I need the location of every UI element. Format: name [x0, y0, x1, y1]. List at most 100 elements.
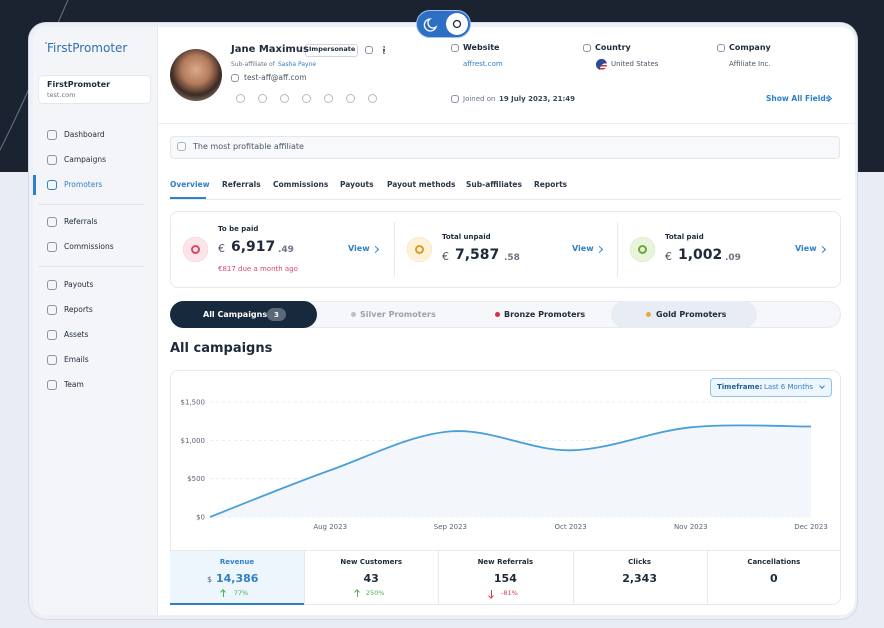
nav-icon: [47, 180, 57, 190]
brand-logo: FirstPromoter: [47, 40, 128, 55]
nav-item[interactable]: Team: [64, 380, 84, 390]
nav-item[interactable]: Campaigns: [64, 155, 107, 165]
metric-divider: [706, 551, 708, 605]
metric-value: 14,386: [216, 572, 259, 586]
metric-divider: [304, 551, 306, 605]
x-tick-label: Dec 2023: [794, 523, 828, 531]
count-badge-text: 3: [274, 310, 279, 319]
nav-icon: [47, 305, 57, 315]
nav-icon: [47, 217, 57, 227]
metric-label[interactable]: Revenue: [219, 557, 255, 566]
profile-email: test-aff@aff.com: [244, 73, 307, 83]
tabs-line: [170, 199, 841, 200]
tab[interactable]: Payouts: [340, 180, 374, 190]
balance-icon: [183, 237, 208, 262]
balance-card: [170, 211, 841, 288]
social-icon: [324, 94, 333, 103]
social-icon: [236, 94, 245, 103]
tab[interactable]: Referrals: [222, 180, 261, 190]
active-indicator: [33, 175, 36, 195]
tab[interactable]: Overview: [170, 180, 210, 190]
balance-divider: [394, 222, 395, 277]
balance-label: Total paid: [665, 232, 704, 241]
impersonate-button[interactable]: [305, 44, 358, 57]
field-value: United States: [611, 59, 659, 68]
tab[interactable]: Sub-affiliates: [466, 180, 522, 190]
nav-item[interactable]: Emails: [64, 355, 89, 365]
metric-label[interactable]: New Referrals: [477, 557, 534, 566]
campaign-tab-label[interactable]: Gold Promoters: [656, 310, 727, 320]
metric-label[interactable]: Cancellations: [747, 557, 801, 566]
campaign-dot: [351, 312, 356, 317]
theme-toggle[interactable]: [416, 10, 471, 38]
account-name: FirstPromoter: [47, 80, 111, 90]
metric-change: 77%: [233, 588, 249, 597]
campaign-tab-active[interactable]: [170, 301, 317, 328]
account-switcher[interactable]: [38, 75, 151, 104]
view-link[interactable]: View: [795, 244, 817, 254]
metric-value: 154: [493, 572, 517, 586]
nav-item[interactable]: Promoters: [64, 180, 103, 190]
sidebar: [33, 27, 158, 615]
timeframe-value[interactable]: Last 6 Months: [764, 382, 814, 391]
note-text: The most profitable affiliate: [193, 142, 304, 152]
nav-icon: [47, 380, 57, 390]
metric-label[interactable]: Clicks: [628, 557, 652, 566]
campaign-tab-label[interactable]: Silver Promoters: [360, 310, 436, 320]
nav-item[interactable]: Assets: [64, 330, 89, 340]
nav-item[interactable]: Referrals: [64, 217, 98, 227]
metrics-line: [170, 550, 841, 551]
divider: [157, 123, 855, 124]
tab-underline: [170, 197, 206, 199]
y-tick-label: $500: [187, 475, 205, 483]
timeframe-select[interactable]: [710, 378, 832, 397]
nav-separator: [38, 266, 145, 267]
trend-arrow: [357, 590, 359, 597]
campaign-tab-label[interactable]: All Campaigns: [203, 310, 268, 320]
metric-divider: [438, 551, 440, 605]
field-icon: [717, 44, 725, 52]
tab[interactable]: Payout methods: [387, 180, 456, 190]
balance-currency: €: [665, 250, 672, 264]
timeframe-label[interactable]: Timeframe:: [717, 382, 763, 391]
x-tick-label: Nov 2023: [674, 523, 708, 531]
logo-mark: [45, 42, 47, 44]
impersonate-label[interactable]: Impersonate: [309, 44, 356, 53]
line-chart: $0 $500 $1,000 $1,500 Aug 2023 Sep 2023 Oct 20…: [181, 399, 828, 532]
nav-item[interactable]: Reports: [64, 305, 93, 315]
metric-currency: $: [207, 575, 213, 585]
balance-label: Total unpaid: [442, 232, 491, 241]
balance-icon: [630, 237, 655, 262]
tab[interactable]: Reports: [534, 180, 568, 190]
social-icon: [302, 94, 311, 103]
field-label: Company: [729, 43, 771, 53]
sub-affiliate-parent[interactable]: Sasha Payne: [278, 61, 317, 69]
campaign-tab-label[interactable]: Bronze Promoters: [504, 310, 586, 320]
metric-label[interactable]: New Customers: [340, 557, 402, 566]
more-icon: [383, 46, 385, 54]
count-badge: [267, 308, 286, 321]
account-domain: test.com: [47, 90, 76, 99]
nav-separator: [38, 204, 145, 205]
y-tick-label: $0: [196, 514, 205, 522]
tab[interactable]: Commissions: [273, 180, 329, 190]
nav-item[interactable]: Payouts: [64, 280, 94, 290]
joined-date: 19 July 2023, 21:49: [499, 94, 576, 103]
nav-icon: [47, 242, 57, 252]
nav-item[interactable]: Commissions: [64, 242, 114, 252]
note-box[interactable]: [170, 136, 840, 159]
social-icon: [258, 94, 267, 103]
campaign-tab-hover[interactable]: [611, 301, 757, 328]
field-value[interactable]: affrest.com: [463, 59, 503, 68]
metric-divider: [572, 551, 574, 605]
show-all-fields[interactable]: Show All Fields: [766, 94, 831, 104]
calendar-icon: [451, 95, 459, 103]
view-link[interactable]: View: [348, 244, 370, 254]
nav-icon: [47, 330, 57, 340]
view-link[interactable]: View: [572, 244, 594, 254]
balance-amount: 6,917: [231, 239, 276, 256]
metric-change: 250%: [365, 588, 385, 597]
metric-active: [170, 551, 304, 605]
nav-item[interactable]: Dashboard: [64, 130, 105, 140]
edit-icon: [365, 46, 373, 54]
